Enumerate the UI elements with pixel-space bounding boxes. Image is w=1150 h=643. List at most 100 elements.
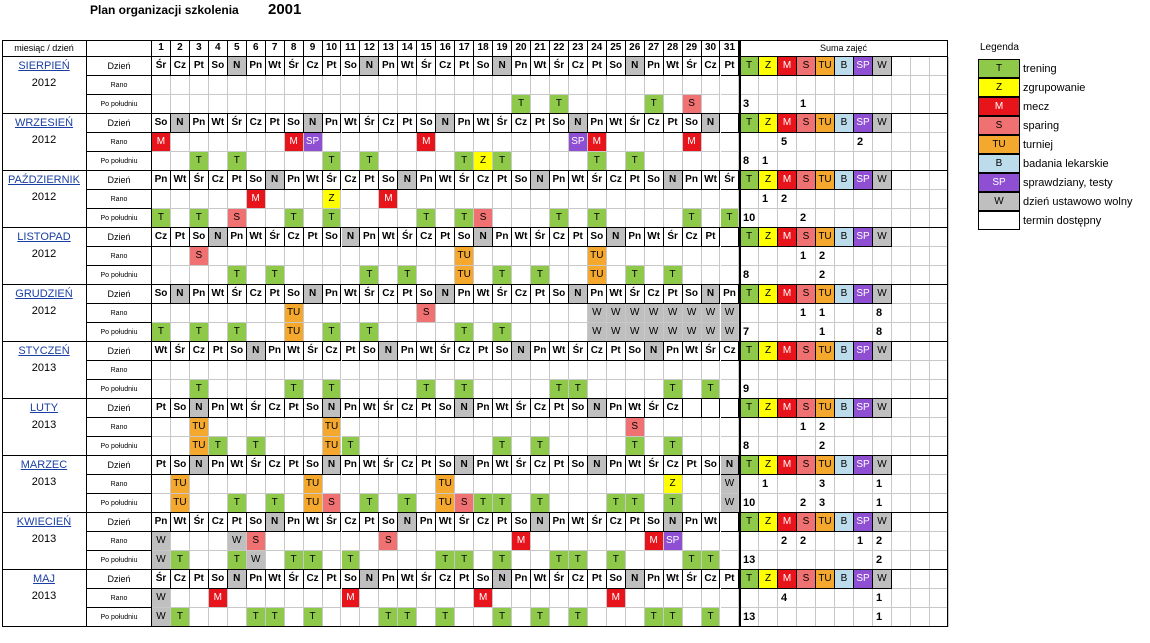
schedule-cell[interactable] [265, 209, 285, 228]
schedule-cell[interactable] [152, 475, 171, 494]
schedule-cell[interactable] [436, 380, 456, 399]
schedule-cell[interactable] [663, 247, 683, 266]
schedule-cell[interactable] [152, 266, 171, 285]
schedule-cell[interactable] [152, 304, 171, 323]
schedule-cell[interactable] [360, 76, 380, 95]
schedule-cell[interactable] [474, 95, 494, 114]
schedule-cell[interactable] [531, 361, 550, 380]
schedule-cell[interactable]: W [701, 304, 721, 323]
schedule-cell[interactable] [284, 190, 304, 209]
schedule-cell[interactable] [265, 304, 285, 323]
schedule-cell[interactable]: TU [284, 304, 304, 323]
schedule-cell[interactable] [152, 380, 171, 399]
schedule-cell[interactable] [474, 418, 494, 437]
schedule-cell[interactable] [303, 209, 323, 228]
schedule-cell[interactable] [189, 304, 209, 323]
schedule-cell[interactable] [398, 76, 418, 95]
schedule-cell[interactable] [341, 418, 361, 437]
schedule-cell[interactable] [587, 589, 607, 608]
schedule-cell[interactable] [152, 247, 171, 266]
schedule-cell[interactable] [379, 494, 399, 513]
schedule-cell[interactable] [189, 266, 209, 285]
schedule-cell[interactable] [587, 551, 607, 570]
schedule-cell[interactable] [701, 190, 721, 209]
schedule-cell[interactable] [417, 95, 437, 114]
schedule-cell[interactable] [379, 437, 399, 456]
schedule-cell[interactable] [341, 475, 361, 494]
schedule-cell[interactable]: T [189, 380, 209, 399]
schedule-cell[interactable] [152, 190, 171, 209]
schedule-cell[interactable] [474, 532, 494, 551]
schedule-cell[interactable] [568, 494, 588, 513]
schedule-cell[interactable]: TU [189, 437, 209, 456]
schedule-cell[interactable] [568, 76, 588, 95]
schedule-cell[interactable] [360, 437, 380, 456]
schedule-cell[interactable] [606, 532, 626, 551]
schedule-cell[interactable]: M [152, 133, 171, 152]
schedule-cell[interactable] [436, 437, 456, 456]
schedule-cell[interactable] [170, 323, 190, 342]
schedule-cell[interactable] [303, 152, 323, 171]
schedule-cell[interactable] [644, 133, 664, 152]
schedule-cell[interactable] [170, 266, 190, 285]
schedule-cell[interactable] [512, 418, 531, 437]
schedule-cell[interactable] [189, 589, 209, 608]
schedule-cell[interactable] [644, 418, 664, 437]
schedule-cell[interactable] [322, 266, 342, 285]
schedule-cell[interactable] [322, 361, 342, 380]
schedule-cell[interactable] [189, 475, 209, 494]
schedule-cell[interactable] [436, 418, 456, 437]
schedule-cell[interactable] [436, 323, 456, 342]
schedule-cell[interactable] [531, 304, 550, 323]
month-name-link[interactable]: KWIECIEŃ [16, 516, 72, 528]
schedule-cell[interactable] [341, 494, 361, 513]
schedule-cell[interactable] [682, 380, 702, 399]
schedule-cell[interactable]: T [152, 209, 171, 228]
schedule-cell[interactable] [322, 475, 342, 494]
schedule-cell[interactable]: T [701, 380, 721, 399]
schedule-cell[interactable] [701, 494, 721, 513]
schedule-cell[interactable]: S [246, 532, 266, 551]
schedule-cell[interactable]: T [455, 152, 475, 171]
schedule-cell[interactable]: W [152, 532, 171, 551]
schedule-cell[interactable]: M [417, 133, 437, 152]
schedule-cell[interactable] [379, 418, 399, 437]
schedule-cell[interactable] [379, 304, 399, 323]
schedule-cell[interactable] [284, 437, 304, 456]
schedule-cell[interactable] [568, 532, 588, 551]
schedule-cell[interactable]: T [284, 380, 304, 399]
schedule-cell[interactable] [303, 76, 323, 95]
schedule-cell[interactable] [606, 608, 626, 627]
schedule-cell[interactable]: TU [587, 247, 607, 266]
schedule-cell[interactable]: T [322, 323, 342, 342]
schedule-cell[interactable] [227, 380, 247, 399]
schedule-cell[interactable] [189, 608, 209, 627]
schedule-cell[interactable]: M [474, 589, 494, 608]
schedule-cell[interactable] [701, 532, 721, 551]
schedule-cell[interactable] [455, 361, 475, 380]
schedule-cell[interactable] [379, 323, 399, 342]
schedule-cell[interactable] [322, 608, 342, 627]
schedule-cell[interactable] [644, 475, 664, 494]
schedule-cell[interactable] [398, 589, 418, 608]
schedule-cell[interactable] [701, 209, 721, 228]
schedule-cell[interactable]: M [644, 532, 664, 551]
schedule-cell[interactable] [341, 608, 361, 627]
schedule-cell[interactable]: T [170, 551, 190, 570]
schedule-cell[interactable] [531, 532, 550, 551]
schedule-cell[interactable] [549, 76, 569, 95]
schedule-cell[interactable] [170, 380, 190, 399]
schedule-cell[interactable]: T [606, 494, 626, 513]
schedule-cell[interactable] [170, 95, 190, 114]
schedule-cell[interactable]: W [625, 304, 645, 323]
schedule-cell[interactable]: T [455, 551, 475, 570]
schedule-cell[interactable]: T [644, 95, 664, 114]
schedule-cell[interactable] [170, 304, 190, 323]
schedule-cell[interactable]: T [322, 209, 342, 228]
schedule-cell[interactable]: W [720, 323, 740, 342]
schedule-cell[interactable] [493, 532, 513, 551]
schedule-cell[interactable] [587, 361, 607, 380]
schedule-cell[interactable]: T [227, 266, 247, 285]
schedule-cell[interactable] [152, 494, 171, 513]
schedule-cell[interactable] [606, 133, 626, 152]
